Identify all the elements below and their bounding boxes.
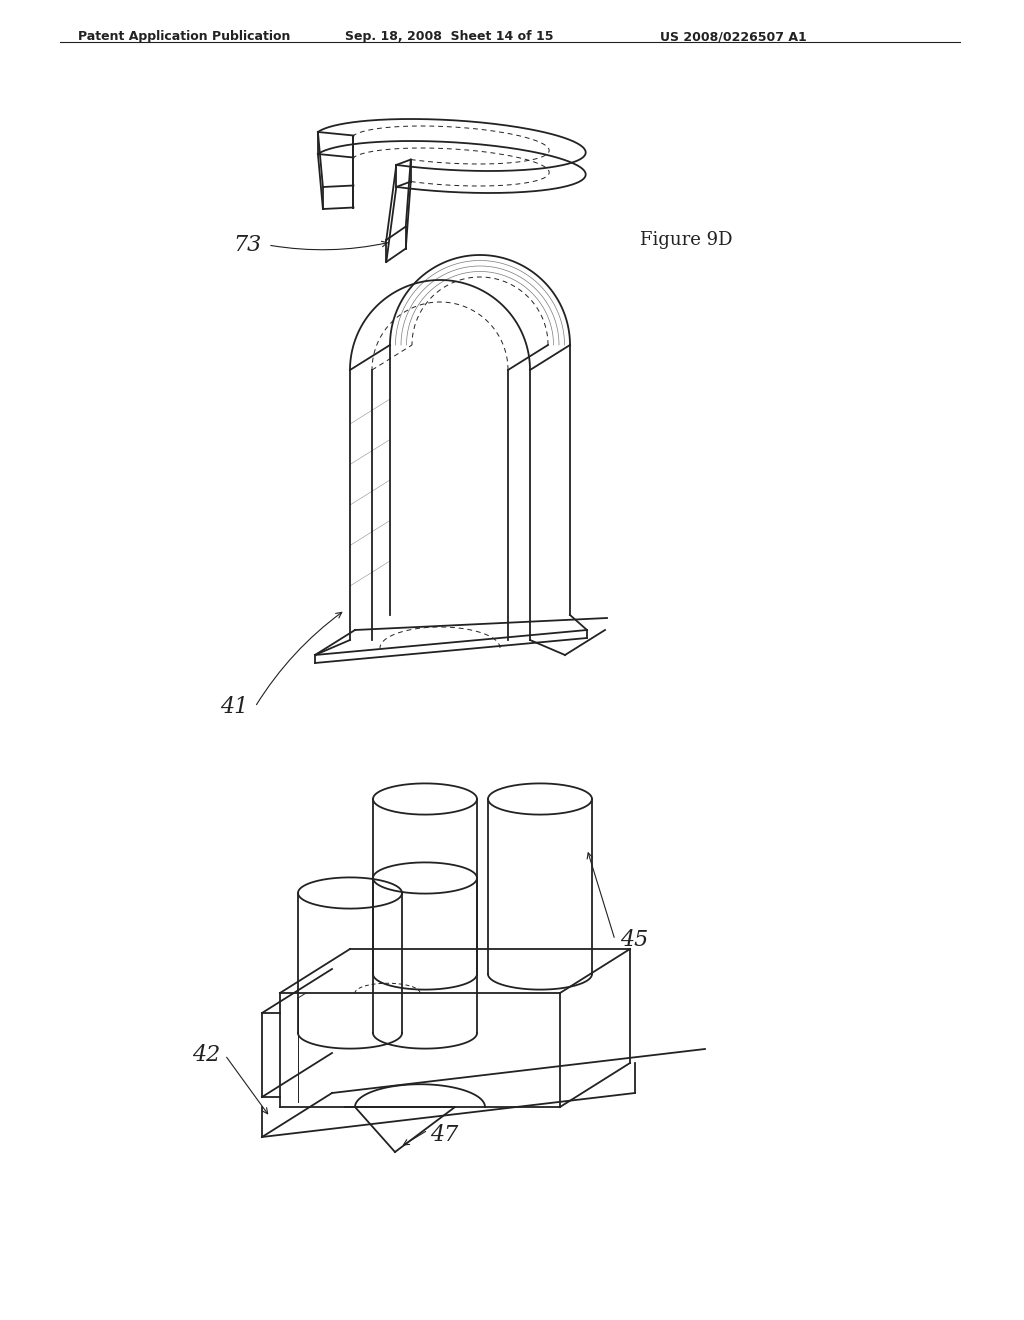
Text: Figure 9D: Figure 9D [640, 231, 732, 249]
Text: 73: 73 [233, 234, 262, 256]
Text: Sep. 18, 2008  Sheet 14 of 15: Sep. 18, 2008 Sheet 14 of 15 [345, 30, 554, 44]
Text: Patent Application Publication: Patent Application Publication [78, 30, 291, 44]
Text: 41: 41 [220, 696, 248, 718]
Text: 45: 45 [620, 929, 648, 950]
Text: US 2008/0226507 A1: US 2008/0226507 A1 [660, 30, 807, 44]
Text: 47: 47 [430, 1125, 459, 1146]
Text: 42: 42 [191, 1044, 220, 1067]
